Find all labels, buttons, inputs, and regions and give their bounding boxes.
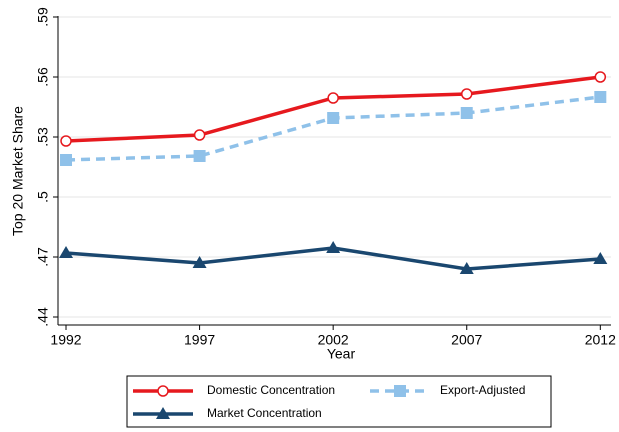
data-point [327,112,340,124]
y-tick-label: .56 [35,67,51,87]
data-point [460,107,473,119]
legend-label: Domestic Concentration [207,383,335,397]
data-point [594,71,607,83]
x-tick-label: 2002 [318,332,349,348]
data-point [594,91,607,103]
y-axis-label: Top 20 Market Share [10,106,26,236]
data-point [327,92,339,104]
y-tick-label: .53 [35,127,51,147]
x-axis-label: Year [327,346,356,362]
x-tick-label: 2012 [585,332,616,348]
data-point [59,246,74,258]
legend-marker [157,385,169,397]
legend-marker [394,385,406,397]
data-point [60,135,72,147]
y-tick-label: .47 [35,247,51,267]
y-tick-label: .59 [35,7,51,27]
legend-label: Export-Adjusted [440,383,525,397]
legend-box [126,375,552,428]
data-point [193,129,206,141]
data-point [326,241,341,253]
y-tick-label: .44 [35,307,51,327]
legend-label: Market Concentration [207,406,322,420]
x-tick-label: 2007 [451,332,482,348]
plot-area [58,16,611,325]
data-point [459,262,474,274]
y-tick-label: .5 [35,191,51,203]
x-tick-label: 1997 [184,332,215,348]
data-point [192,256,207,268]
data-point [593,252,608,264]
legend-marker [156,407,170,419]
data-point [193,150,206,162]
data-point [60,154,73,166]
x-tick-label: 1992 [50,332,81,348]
data-point [460,88,473,100]
